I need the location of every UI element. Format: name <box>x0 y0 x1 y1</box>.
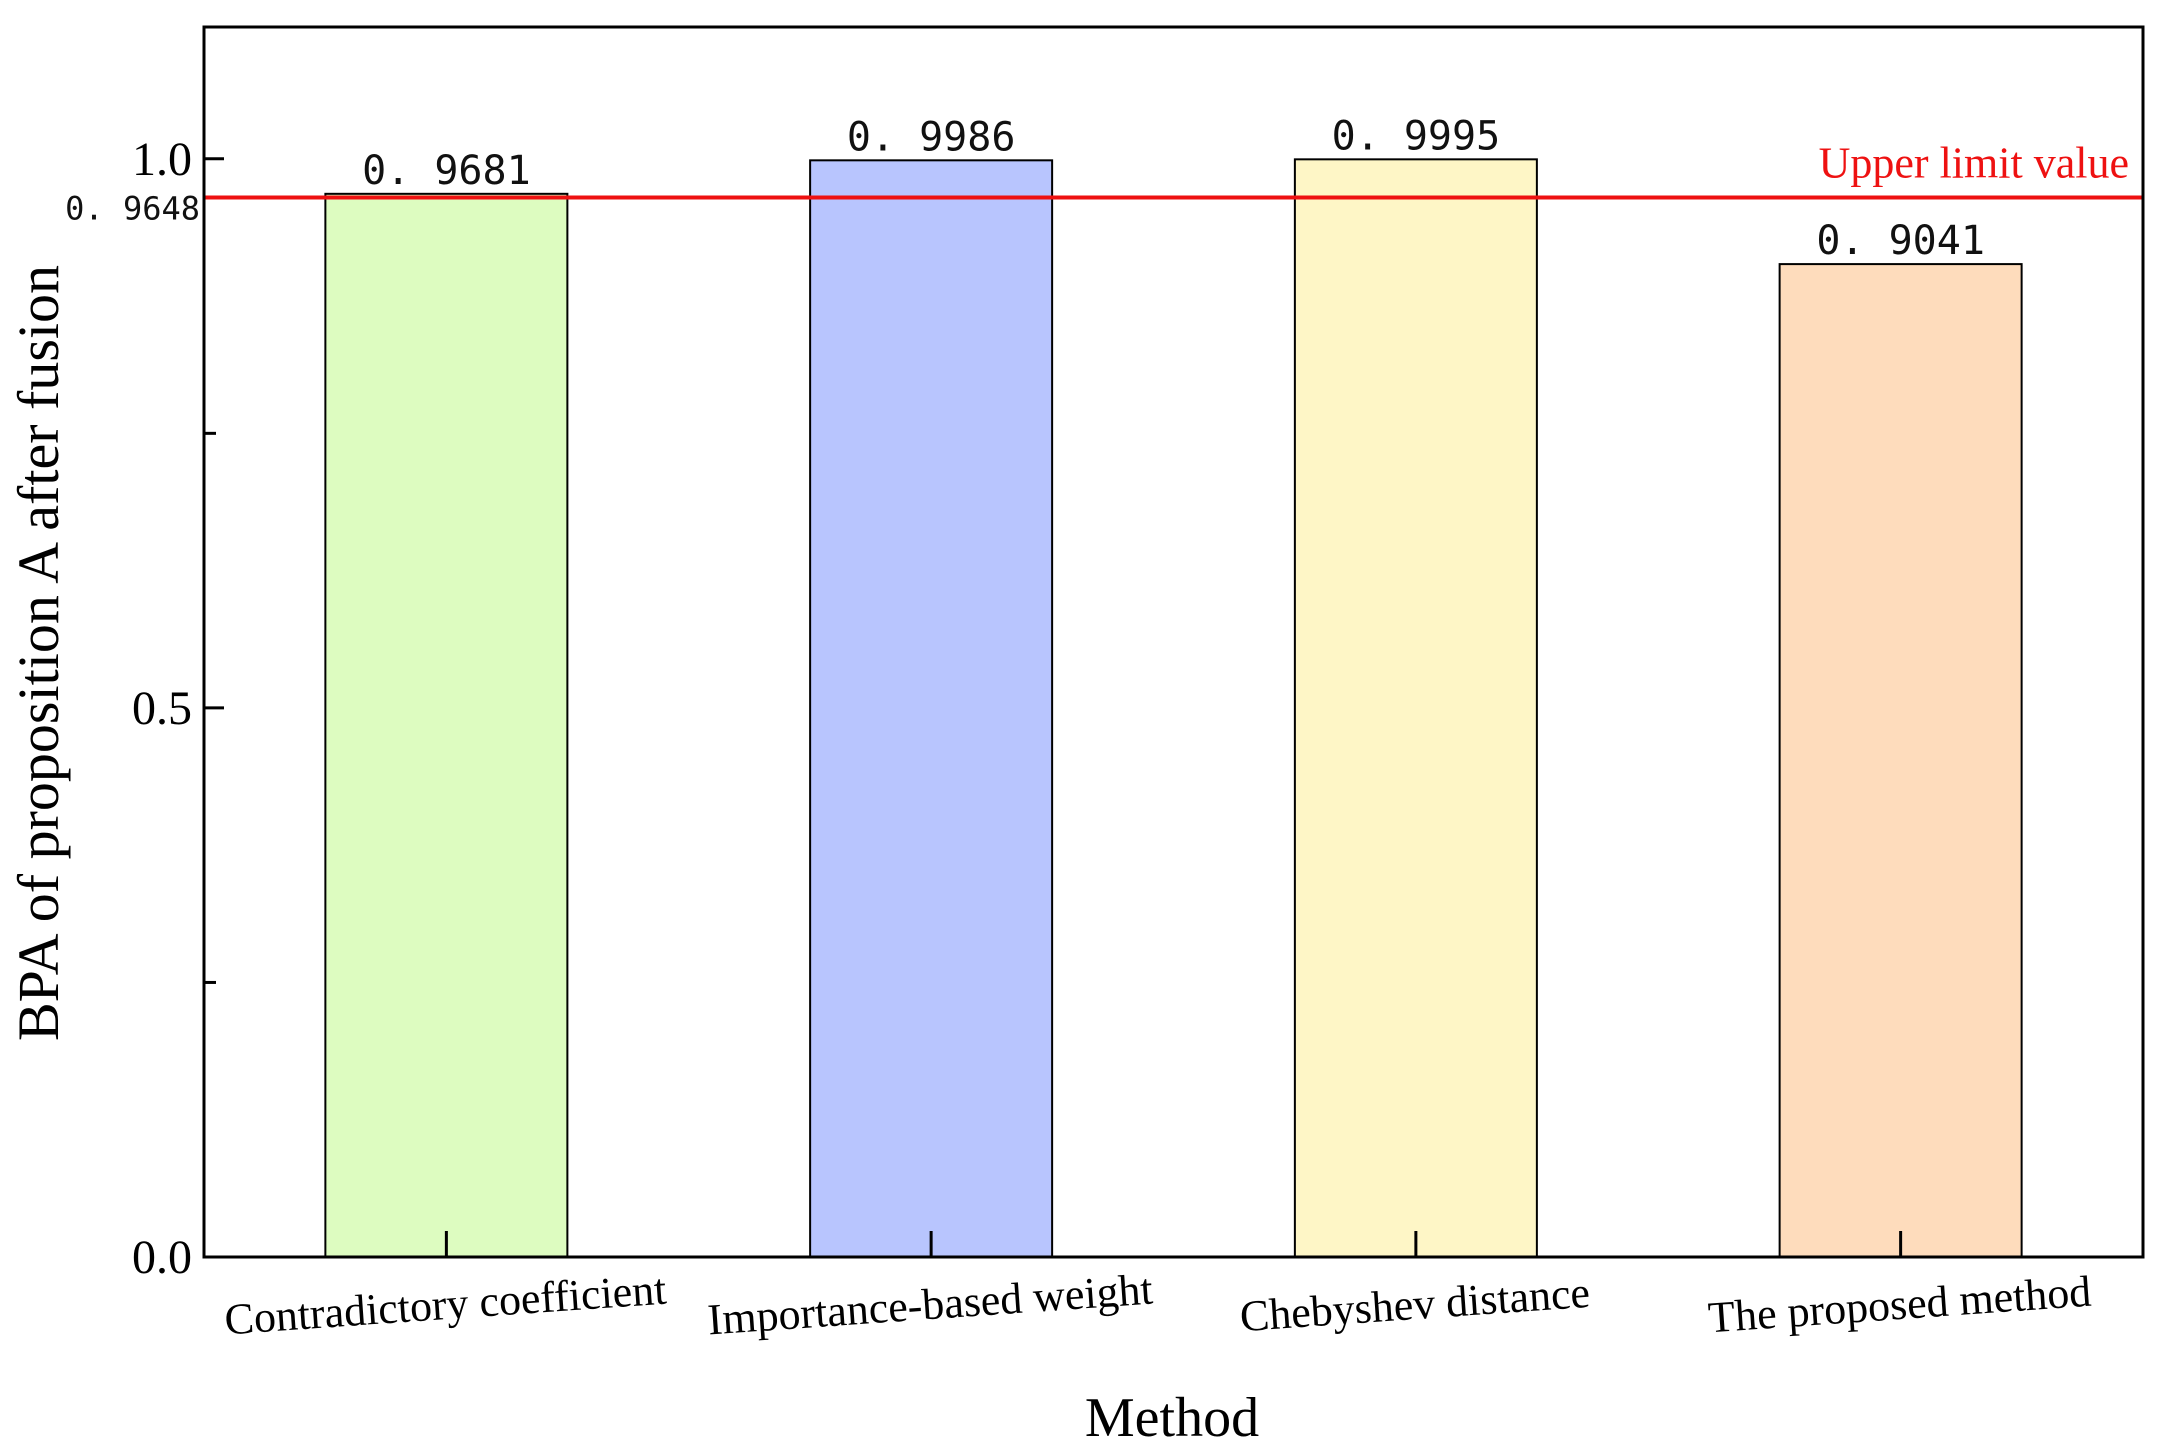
x-tick-label: Contradictory coefficient <box>223 1265 668 1345</box>
bar <box>324 192 569 1259</box>
x-tick-label: Importance-based weight <box>706 1265 1154 1345</box>
plot-frame <box>202 25 2145 1259</box>
bar-value-label: 0. 9995 <box>1332 113 1501 159</box>
x-axis-label: Method <box>1085 1387 1259 1449</box>
x-tick-label: Chebyshev distance <box>1238 1268 1591 1341</box>
bar <box>809 159 1054 1258</box>
reference-value-label: 0. 9648 <box>65 189 200 227</box>
y-tick-label: 0.5 <box>132 682 192 735</box>
x-tick-label: The proposed method <box>1707 1267 2093 1343</box>
y-tick-label: 1.0 <box>132 133 192 186</box>
bar-value-label: 0. 9681 <box>362 148 531 194</box>
labels-layer: 0. 9681 0. 9986 0. 9995 0. 9041 Upper limit … <box>65 113 2129 1344</box>
bar <box>1778 263 2023 1258</box>
bar-value-label: 0. 9041 <box>1816 218 1985 264</box>
bar-value-label: 0. 9986 <box>847 114 1016 160</box>
axes-layer <box>202 25 2145 1259</box>
bar <box>1293 158 1538 1258</box>
y-axis-label: BPA of proposition A after fusion <box>6 265 71 1041</box>
y-tick-label: 0.0 <box>132 1231 192 1284</box>
reference-line-label: Upper limit value <box>1819 138 2129 187</box>
bars-layer <box>324 158 2023 1259</box>
